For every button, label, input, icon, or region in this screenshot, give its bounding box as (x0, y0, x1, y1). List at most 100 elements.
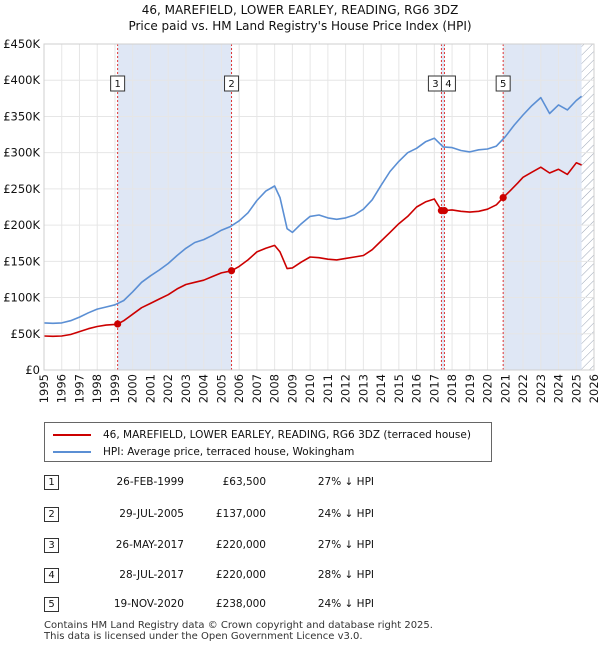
plot-frame (43, 43, 595, 371)
x-tick-label: 2020 (481, 374, 495, 403)
sale-marker-label: 5 (500, 79, 506, 90)
chart-subtitle: Price paid vs. HM Land Registry's House … (128, 19, 472, 33)
x-tick-label: 1996 (55, 374, 69, 403)
price-chart: 1 2 3 4 5 £0 £50K £100K £150K £200K £250K £300K £350… (3, 37, 600, 403)
x-tick-label: 2023 (534, 374, 548, 403)
sale-marker-label: 3 (432, 79, 438, 90)
transaction-price: £220,000 (215, 569, 266, 581)
x-tick-label: 2015 (392, 374, 406, 403)
series-line-price (43, 162, 582, 338)
x-tick-label: 2022 (516, 374, 530, 403)
x-tick-label: 2011 (321, 374, 335, 403)
x-tick-label: 2013 (356, 374, 370, 403)
x-tick-label: 2006 (232, 374, 246, 403)
shaded-period (503, 44, 582, 370)
transaction-date: 26-MAY-2017 (115, 539, 184, 551)
transaction-hpi-diff: 27% ↓ HPI (317, 476, 374, 488)
x-tick-label: 2019 (463, 374, 477, 403)
y-tick-label: £400K (3, 73, 40, 87)
y-tick-label: £200K (3, 218, 40, 232)
x-tick-label: 2002 (161, 374, 175, 403)
sale-marker-box (110, 75, 126, 92)
legend-label-hpi: HPI: Average price, terraced house, Woki… (103, 446, 355, 458)
y-tick-label: £50K (11, 327, 41, 341)
legend-item-hpi: HPI: Average price, terraced house, Woki… (53, 444, 354, 460)
chart-title-block: 46, MAREFIELD, LOWER EARLEY, READING, RG… (0, 2, 600, 34)
x-tick-label: 2004 (197, 374, 211, 403)
series-line-hpi (43, 95, 583, 325)
shaded-period (117, 44, 232, 370)
x-tick-label: 2010 (303, 374, 317, 403)
transaction-number: 1 (44, 475, 59, 490)
x-tick-label: 2000 (126, 374, 140, 403)
x-tick-label: 2025 (569, 374, 583, 403)
transaction-number: 4 (44, 568, 59, 583)
legend-label-price: 46, MAREFIELD, LOWER EARLEY, READING, RG… (103, 429, 471, 441)
y-tick-label: £250K (3, 182, 40, 196)
sale-point (114, 320, 122, 328)
y-tick-label: £300K (3, 146, 40, 160)
x-tick-label: 2007 (250, 374, 264, 403)
legend-swatch-price (53, 434, 91, 436)
legend-swatch-hpi (53, 451, 91, 453)
x-tick-label: 2026 (587, 374, 600, 403)
transaction-date: 29-JUL-2005 (119, 508, 184, 520)
x-tick-label: 2014 (374, 374, 388, 403)
transaction-row: 1 26-FEB-1999 £63,500 27% ↓ HPI (44, 475, 444, 493)
x-tick-label: 2009 (285, 374, 299, 403)
chart-title: 46, MAREFIELD, LOWER EARLEY, READING, RG… (141, 3, 459, 17)
x-tick-label: 2017 (427, 374, 441, 403)
transaction-row: 2 29-JUL-2005 £137,000 24% ↓ HPI (44, 507, 444, 525)
x-tick-label: 2003 (179, 374, 193, 403)
transaction-hpi-diff: 27% ↓ HPI (317, 539, 374, 551)
y-tick-label: £100K (3, 291, 40, 305)
transaction-row: 5 19-NOV-2020 £238,000 24% ↓ HPI (44, 597, 444, 615)
x-tick-label: 1999 (108, 374, 122, 403)
sale-marker-box (224, 75, 240, 92)
x-tick-label: 2001 (143, 374, 157, 403)
transaction-number: 5 (44, 597, 59, 612)
x-tick-label: 2018 (445, 374, 459, 403)
sale-marker-label: 4 (445, 79, 451, 90)
transaction-row: 4 28-JUL-2017 £220,000 28% ↓ HPI (44, 568, 444, 586)
sale-marker-label: 2 (228, 79, 234, 90)
transaction-hpi-diff: 24% ↓ HPI (317, 508, 374, 520)
transaction-price: £137,000 (215, 508, 266, 520)
sale-marker-box (495, 75, 511, 92)
x-tick-label: 2005 (214, 374, 228, 403)
transaction-date: 26-FEB-1999 (116, 476, 184, 488)
x-tick-label: 1997 (72, 374, 86, 403)
sale-point (499, 193, 507, 202)
x-tick-label: 2024 (552, 374, 566, 403)
transaction-number: 2 (44, 507, 59, 522)
footer-line-1: Contains HM Land Registry data © Crown c… (44, 620, 433, 631)
legend-item-price: 46, MAREFIELD, LOWER EARLEY, READING, RG… (53, 427, 471, 443)
sale-marker-box (440, 75, 456, 92)
y-tick-label: £150K (3, 254, 40, 268)
y-tick-label: £450K (3, 37, 40, 51)
transaction-date: 28-JUL-2017 (119, 569, 184, 581)
sale-point (440, 207, 449, 215)
shaded-period (441, 44, 445, 370)
transaction-price: £238,000 (215, 598, 266, 610)
transaction-date: 19-NOV-2020 (113, 598, 184, 610)
transaction-hpi-diff: 28% ↓ HPI (317, 569, 374, 581)
x-tick-label: 2008 (268, 374, 282, 403)
x-tick-label: 1998 (90, 374, 104, 403)
footer-line-2: This data is licensed under the Open Gov… (44, 631, 363, 642)
transaction-hpi-diff: 24% ↓ HPI (317, 598, 374, 610)
transaction-row: 3 26-MAY-2017 £220,000 27% ↓ HPI (44, 538, 444, 556)
y-tick-label: £0 (25, 363, 40, 377)
x-tick-label: 1995 (37, 374, 51, 403)
sale-marker-label: 1 (114, 79, 120, 90)
x-tick-label: 2021 (498, 374, 512, 403)
x-tick-label: 2012 (339, 374, 353, 403)
sale-point (227, 267, 236, 275)
footer-attribution: Contains HM Land Registry data © Crown c… (44, 620, 433, 642)
transaction-price: £63,500 (222, 476, 266, 488)
transaction-price: £220,000 (215, 539, 266, 551)
chart-legend: 46, MAREFIELD, LOWER EARLEY, READING, RG… (44, 422, 492, 462)
y-tick-label: £350K (3, 109, 40, 123)
transaction-number: 3 (44, 538, 59, 553)
x-tick-label: 2016 (410, 374, 424, 403)
